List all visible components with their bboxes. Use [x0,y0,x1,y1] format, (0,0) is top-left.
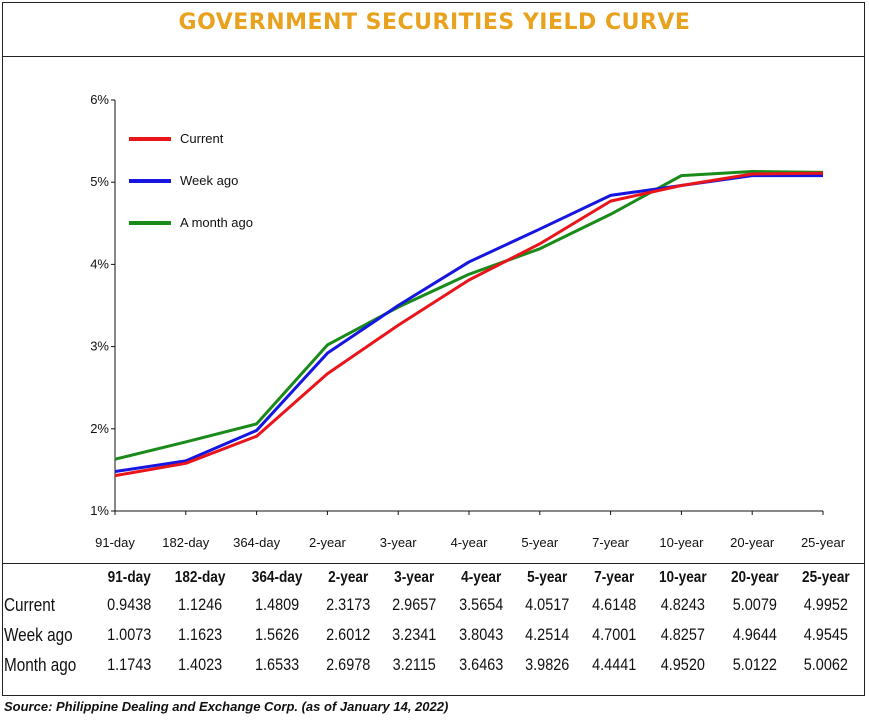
table-cell: 4.2514 [525,625,570,644]
table-header-cell: 25-year [802,569,850,586]
x-tick-label: 5-year [521,535,559,550]
table-cell: 1.1246 [178,595,223,614]
table-cell: 4.7001 [591,625,636,644]
table-row-label: Current [4,594,56,615]
table-row-label: Week ago [4,624,73,645]
table-cell: 4.8243 [660,595,705,614]
x-tick-label: 25-year [801,535,846,550]
table-cell: 4.0517 [525,595,570,614]
table-cell: 2.9657 [392,595,437,614]
table-cell: 5.0122 [732,655,777,674]
chart-title: GOVERNMENT SECURITIES YIELD CURVE [178,10,691,35]
x-tick-label: 20-year [730,535,775,550]
y-tick-label: 4% [90,256,109,271]
table-cell: 5.0062 [804,655,849,674]
table-cell: 3.2341 [392,625,437,644]
x-tick-label: 91-day [95,535,135,550]
y-tick-label: 5% [90,174,109,189]
series-line-0 [114,171,824,478]
y-tick-label: 6% [90,92,109,107]
x-tick-label: 7-year [592,535,630,550]
legend-label: A month ago [180,215,253,230]
yield-table: 91-day 182-day 364-day 2-year 3-year 4-year 5-… [4,566,862,680]
table-cell: 1.5626 [254,625,299,644]
table-header-cell: 91-day [107,569,151,586]
table-cell: 2.3173 [325,595,371,614]
yield-curve-chart: 1% 2% 3% 4% 5% 6% 91-day 182-day 364-day 2-year 3-… [90,92,846,550]
y-tick-label: 3% [90,339,109,354]
table-header-cell: 364-day [251,569,303,586]
table-header-cell: 182-day [175,569,226,586]
table-divider [2,563,865,564]
table-cell: 3.2115 [392,655,437,674]
table-cell: 4.9520 [660,655,705,674]
x-tick-label: 364-day [233,535,280,550]
table-cell: 4.8257 [660,625,705,644]
table-cell: 4.9545 [804,625,849,644]
table-cell: 3.8043 [458,625,503,644]
x-tick-label: 2-year [309,535,347,550]
table-cell: 4.4441 [591,655,636,674]
table-cell: 0.9438 [107,595,152,614]
table-corner [11,566,89,590]
x-tick-label: 4-year [451,535,489,550]
y-tick-label: 1% [90,503,109,518]
table-cell: 3.5654 [458,595,503,614]
table-header-cell: 20-year [730,569,779,586]
legend-label: Week ago [180,173,238,188]
table-row: Month ago 1.1743 1.4023 1.6533 2.6978 3.2115 3… [4,650,862,680]
table-body: Current 0.9438 1.1246 1.4809 2.3173 2.9657 3.5… [4,590,862,680]
table-row-label: Month ago [4,654,77,675]
legend-label: Current [180,131,224,146]
table-row: Week ago 1.0073 1.1623 1.5626 2.6012 3.2341 3.… [4,620,862,650]
table-cell: 2.6978 [325,655,371,674]
table-cell: 1.6533 [254,655,299,674]
table-cell: 4.9644 [732,625,777,644]
table-cell: 1.4023 [178,655,223,674]
x-tick-label: 10-year [659,535,704,550]
table-cell: 2.6012 [325,625,371,644]
table-header-cell: 5-year [527,569,568,586]
x-tick-label: 3-year [380,535,418,550]
table-cell: 1.4809 [254,595,299,614]
table-cell: 3.6463 [458,655,503,674]
chart-frame [2,2,865,696]
x-tick-label: 182-day [162,535,209,550]
table-header-cell: 4-year [460,569,501,586]
table-cell: 1.1743 [107,655,152,674]
plot-area: 1% 2% 3% 4% 5% 6% 91-day 182-day 364-day 2-year 3-… [90,92,846,550]
title-divider [2,56,865,57]
table-cell: 4.9952 [804,595,849,614]
table-cell: 1.0073 [107,625,152,644]
table-header-cell: 3-year [394,569,435,586]
table-cell: 1.1623 [178,625,223,644]
table-cell: 4.6148 [591,595,636,614]
table-cell: 3.9826 [525,655,570,674]
table-header-row: 91-day 182-day 364-day 2-year 3-year 4-year 5-… [4,566,862,590]
table-header-cell: 7-year [593,569,634,586]
y-tick-label: 2% [90,421,109,436]
series-line-2 [114,170,824,461]
table-header-cell: 10-year [659,569,707,586]
table-cell: 5.0079 [732,595,777,614]
source-note: Source: Philippine Dealing and Exchange … [4,699,449,714]
table-header-cell: 2-year [327,569,369,586]
table-row: Current 0.9438 1.1246 1.4809 2.3173 2.9657 3.5… [4,590,862,620]
